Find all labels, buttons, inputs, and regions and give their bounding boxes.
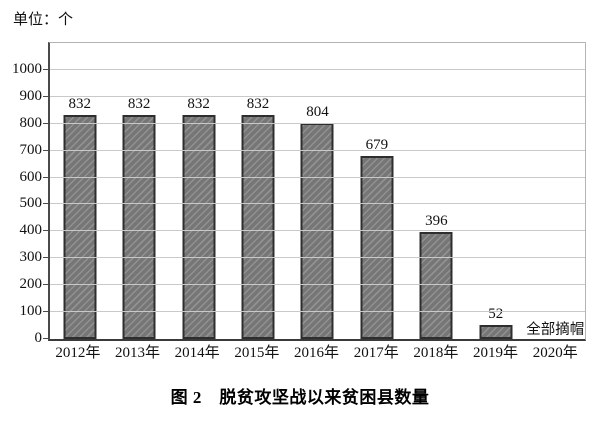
- y-axis-tick: [43, 338, 50, 339]
- y-axis-tick-label: 600: [19, 168, 43, 185]
- y-axis-tick: [43, 122, 50, 124]
- y-axis-tick: [43, 176, 50, 178]
- bar-value-label: 832: [68, 96, 91, 112]
- x-axis-tick-label: 2017年: [353, 345, 399, 361]
- x-axis-tick-label: 2018年: [413, 345, 459, 361]
- y-axis-tick: [43, 230, 50, 232]
- y-axis-tick: [43, 95, 50, 97]
- gridline: [50, 203, 585, 205]
- annotation-label: 全部摘帽: [526, 322, 585, 338]
- bar-slot: 52: [466, 43, 525, 339]
- bar-value-label: 679: [365, 137, 389, 153]
- bar-slot: 396: [407, 43, 466, 339]
- y-axis-tick-label: 200: [19, 276, 43, 293]
- gridline: [50, 95, 585, 97]
- bar-value-label: 832: [246, 96, 270, 112]
- y-axis-tick-label: 100: [19, 303, 43, 320]
- x-axis: 2012年 2013年 2014年 2015年 2016年 2017年 2018年 2019年…: [48, 344, 585, 362]
- bar-slot: 全部摘帽: [526, 43, 585, 339]
- bar-value-label: 52: [488, 306, 504, 322]
- x-axis-tick-label: 2014年: [174, 345, 220, 361]
- y-axis-tick-label: 800: [19, 114, 43, 131]
- y-axis-tick-label: 1000: [12, 60, 42, 77]
- y-axis-tick: [43, 311, 50, 313]
- gridline: [50, 284, 585, 286]
- bar-slot: 804: [288, 43, 347, 339]
- bar-slot: 832: [169, 43, 228, 339]
- y-axis-tick: [43, 68, 50, 70]
- bar-slot: 832: [109, 43, 168, 339]
- y-axis-tick: [43, 257, 50, 259]
- bar-slots: 832 832 832 832 804 679 396 52 全部摘帽: [50, 43, 585, 339]
- bar: [122, 115, 156, 339]
- y-axis: 0 100 200 300 400 500 600 700 800 900 1000: [0, 42, 43, 346]
- bar: [419, 232, 453, 339]
- bar-value-label: 396: [425, 213, 448, 229]
- bar: [63, 115, 97, 339]
- y-axis-tick-label: 400: [19, 222, 43, 239]
- plot-area: 832 832 832 832 804 679 396 52 全部摘帽: [43, 42, 586, 341]
- y-axis-tick: [43, 203, 50, 205]
- gridline: [50, 176, 585, 178]
- gridline: [50, 122, 585, 124]
- bar-slot: 832: [228, 43, 287, 339]
- x-axis-tick-label: 2016年: [294, 345, 340, 361]
- y-axis-tick: [43, 149, 50, 151]
- bar-slot: 832: [50, 43, 109, 339]
- x-axis-tick-label: 2020年: [532, 345, 578, 361]
- gridline: [50, 230, 585, 232]
- x-axis-tick-label: 2019年: [473, 345, 519, 361]
- gridline: [50, 68, 585, 70]
- bar-slot: 679: [347, 43, 406, 339]
- bar-value-label: 832: [187, 96, 210, 112]
- y-axis-tick-label: 300: [19, 249, 43, 266]
- x-axis-tick-label: 2015年: [234, 345, 280, 361]
- bar: [241, 115, 275, 339]
- unit-label: 单位：个: [13, 12, 74, 28]
- bar: [360, 156, 394, 339]
- y-axis-tick-label: 700: [19, 141, 43, 158]
- bar-value-label: 804: [306, 104, 329, 120]
- x-axis-tick-label: 2012年: [55, 345, 101, 361]
- gridline: [50, 257, 585, 259]
- y-axis-tick: [43, 284, 50, 286]
- gridline: [50, 311, 585, 313]
- y-axis-tick-label: 500: [19, 195, 43, 212]
- x-axis-tick-label: 2013年: [115, 345, 161, 361]
- bar: [479, 325, 513, 339]
- bar-value-label: 832: [127, 96, 151, 112]
- gridline: [50, 149, 585, 151]
- bar: [182, 115, 216, 339]
- chart-caption: 图 2 脱贫攻坚战以来贫困县数量: [170, 388, 430, 407]
- y-axis-tick-label: 900: [19, 87, 43, 104]
- y-axis-tick-label: 0: [34, 330, 43, 346]
